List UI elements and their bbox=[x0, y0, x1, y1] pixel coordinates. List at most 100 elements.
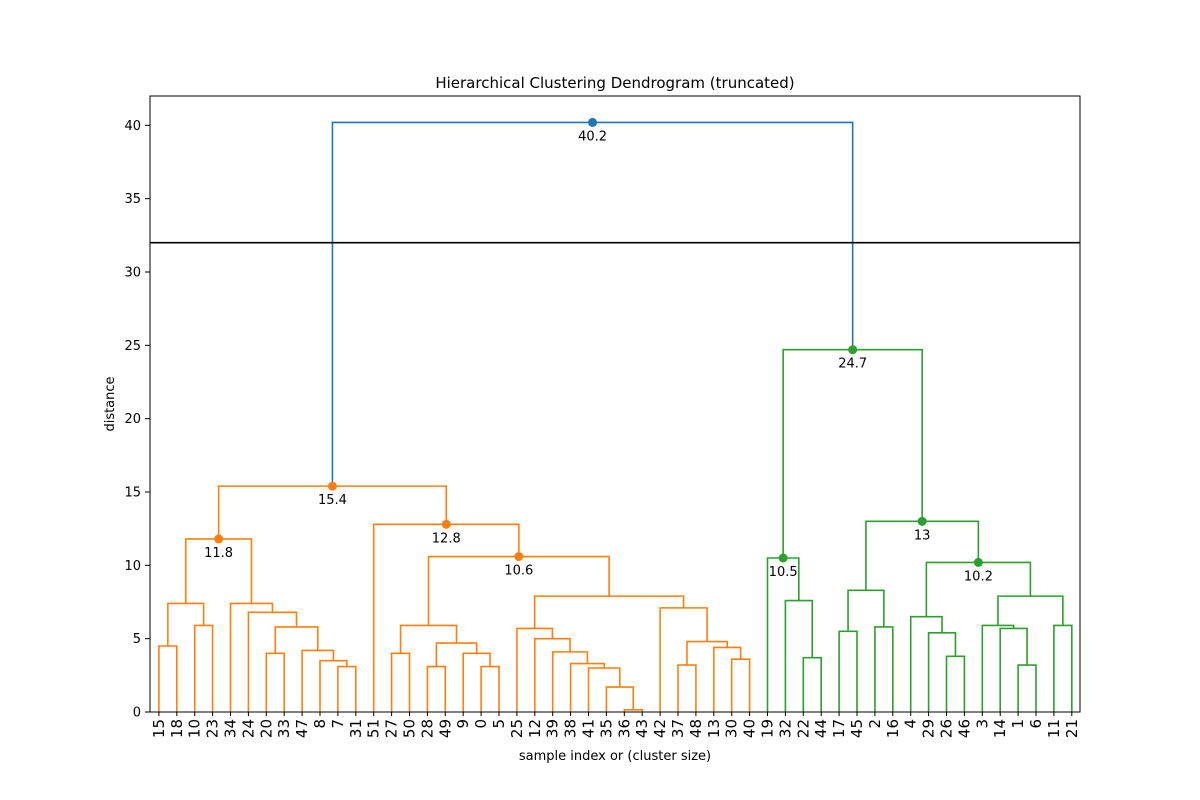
merge-distance-label: 10.2 bbox=[964, 569, 993, 584]
leaf-label: 42 bbox=[651, 719, 669, 738]
leaf-label: 26 bbox=[938, 719, 956, 738]
leaf-label: 41 bbox=[580, 719, 598, 738]
leaf-label: 9 bbox=[454, 719, 472, 729]
leaf-label: 31 bbox=[347, 719, 365, 738]
y-tick-label: 10 bbox=[124, 559, 141, 574]
leaf-label: 7 bbox=[329, 719, 347, 729]
plot-frame bbox=[149, 95, 1081, 713]
leaf-label: 50 bbox=[401, 719, 419, 738]
y-tick-label: 30 bbox=[124, 266, 141, 281]
y-tick-label: 20 bbox=[124, 412, 141, 427]
leaf-label: 29 bbox=[920, 719, 938, 738]
dendrogram-link bbox=[193, 624, 214, 712]
leaf-label: 33 bbox=[275, 719, 293, 738]
leaf-label: 21 bbox=[1063, 719, 1081, 738]
leaf-label: 16 bbox=[884, 719, 902, 738]
chart-title: Hierarchical Clustering Dendrogram (trun… bbox=[435, 74, 794, 92]
leaf-label: 35 bbox=[597, 719, 615, 738]
dendrogram-link bbox=[909, 615, 943, 712]
merge-marker bbox=[588, 117, 598, 127]
merge-marker bbox=[973, 557, 983, 567]
merge-marker bbox=[441, 519, 451, 529]
y-tick-label: 15 bbox=[124, 486, 141, 501]
dendrogram-link bbox=[847, 589, 885, 632]
merge-distance-label: 10.5 bbox=[769, 565, 798, 580]
leaf-label: 12 bbox=[526, 719, 544, 738]
x-axis: 15 18 10 23 34 24 20 33 47 8 7 31 51 27 50 28 49 9 0 5 25 12 3… bbox=[150, 712, 1081, 738]
y-tick-label: 5 bbox=[133, 632, 141, 647]
leaf-label: 48 bbox=[687, 719, 705, 738]
dendrogram-link bbox=[677, 664, 697, 712]
leaf-label: 24 bbox=[239, 719, 257, 738]
leaf-label: 39 bbox=[544, 719, 562, 738]
leaf-label: 19 bbox=[759, 719, 777, 738]
merge-distance-label: 12.8 bbox=[432, 531, 461, 546]
dendrogram-link bbox=[1017, 664, 1037, 712]
leaf-label: 10 bbox=[186, 719, 204, 738]
y-tick-label: 35 bbox=[124, 192, 141, 207]
dendrogram-link bbox=[713, 646, 742, 712]
leaf-label: 30 bbox=[723, 719, 741, 738]
leaf-label: 0 bbox=[472, 719, 490, 729]
merge-annotations: 11.8 10.6 12.8 15.4 10.5 10.2 13 24.7 40.2 bbox=[204, 117, 993, 584]
leaf-label: 11 bbox=[1045, 719, 1063, 738]
dendrogram-link bbox=[319, 659, 348, 712]
merge-marker bbox=[327, 481, 337, 491]
leaf-label: 6 bbox=[1027, 719, 1045, 729]
leaf-label: 49 bbox=[436, 719, 454, 738]
merge-marker bbox=[917, 516, 927, 526]
merge-marker bbox=[214, 534, 224, 544]
merge-distance-label: 10.6 bbox=[504, 564, 533, 579]
leaf-label: 13 bbox=[705, 719, 723, 738]
dendrogram-link bbox=[167, 602, 205, 646]
leaf-label: 4 bbox=[902, 719, 920, 729]
leaf-label: 40 bbox=[741, 719, 759, 738]
dendrogram-link bbox=[945, 655, 966, 712]
leaf-label: 8 bbox=[311, 719, 329, 729]
leaf-label: 32 bbox=[776, 719, 794, 738]
leaf-label: 44 bbox=[812, 719, 830, 738]
x-axis-title: sample index or (cluster size) bbox=[519, 749, 711, 764]
dendrogram-link bbox=[605, 686, 635, 712]
leaf-label: 3 bbox=[973, 719, 991, 729]
leaf-label: 15 bbox=[150, 719, 168, 738]
merge-marker bbox=[514, 552, 524, 562]
merge-distance-label: 15.4 bbox=[318, 493, 347, 508]
leaf-label: 27 bbox=[383, 719, 401, 738]
merge-distance-label: 13 bbox=[914, 528, 931, 543]
dendrogram-link bbox=[659, 607, 708, 712]
merge-marker bbox=[778, 553, 788, 563]
dendrogram-link bbox=[1053, 624, 1073, 712]
dendrogram-link bbox=[247, 611, 298, 712]
leaf-label: 45 bbox=[848, 719, 866, 738]
dendrogram-link bbox=[435, 642, 478, 667]
dendrogram-link bbox=[229, 602, 274, 712]
leaf-label: 23 bbox=[204, 719, 222, 738]
dendrogram-link bbox=[534, 637, 571, 712]
y-axis: 0 5 10 15 20 25 30 35 40 bbox=[124, 119, 150, 721]
leaf-label: 17 bbox=[830, 719, 848, 738]
y-axis-title: distance bbox=[103, 376, 118, 431]
leaf-label: 28 bbox=[418, 719, 436, 738]
leaf-label: 46 bbox=[955, 719, 973, 738]
leaf-label: 34 bbox=[222, 719, 240, 738]
leaf-label: 1 bbox=[1009, 719, 1027, 729]
dendrogram-link bbox=[981, 624, 1015, 712]
leaf-label: 37 bbox=[669, 719, 687, 738]
merge-distance-label: 11.8 bbox=[204, 546, 233, 561]
merge-distance-label: 24.7 bbox=[838, 357, 867, 372]
leaf-label: 51 bbox=[365, 719, 383, 738]
leaf-label: 25 bbox=[508, 719, 526, 738]
merge-marker bbox=[848, 345, 858, 355]
leaf-label: 38 bbox=[562, 719, 580, 738]
leaf-label: 36 bbox=[615, 719, 633, 738]
dendrogram-link bbox=[399, 624, 458, 654]
leaf-label: 22 bbox=[794, 719, 812, 738]
leaf-label: 14 bbox=[991, 719, 1009, 738]
leaf-label: 18 bbox=[168, 719, 186, 738]
y-tick-label: 0 bbox=[133, 706, 141, 721]
leaf-label: 47 bbox=[293, 719, 311, 738]
dendrogram-link bbox=[551, 651, 589, 712]
